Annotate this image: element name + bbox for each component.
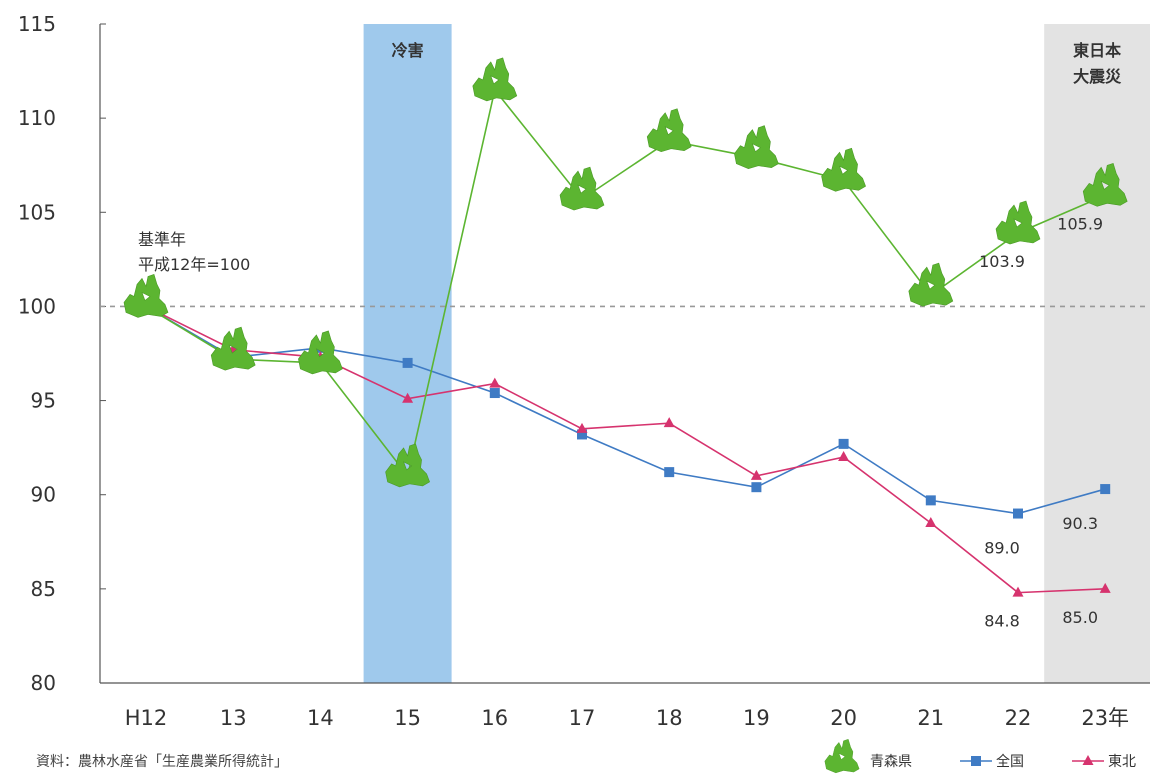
data-point-東北 bbox=[576, 422, 588, 433]
x-tick-label: 23年 bbox=[1081, 706, 1129, 730]
data-point-全国 bbox=[1100, 484, 1111, 495]
band-label-line: 東日本 bbox=[1073, 41, 1121, 60]
data-point-青森県 bbox=[995, 200, 1041, 245]
data-point-青森県 bbox=[821, 147, 866, 192]
band-label: 冷害 bbox=[392, 41, 424, 60]
y-tick-label: 80 bbox=[31, 671, 56, 695]
data-point-青森県 bbox=[734, 125, 779, 170]
y-tick-label: 115 bbox=[18, 12, 56, 36]
highlight-band-15 bbox=[363, 24, 452, 683]
data-point-青森県 bbox=[646, 108, 692, 153]
axes: 80 85 90 95 100 105 110 115 H12 13 14 15 16 17 18 19 20 2… bbox=[18, 12, 1150, 730]
x-tick-label: 22 bbox=[1005, 706, 1032, 730]
legend-marker-tohoku bbox=[1082, 755, 1094, 765]
data-label: 84.8 bbox=[984, 612, 1020, 631]
x-tick-label: 14 bbox=[307, 706, 334, 730]
data-label: 85.0 bbox=[1062, 608, 1098, 627]
data-point-青森県 bbox=[385, 443, 430, 488]
series-line-青森県 bbox=[145, 88, 1106, 478]
y-tick-label: 90 bbox=[31, 483, 56, 507]
data-label: 90.3 bbox=[1062, 514, 1098, 533]
data-point-東北 bbox=[925, 516, 937, 527]
data-point-全国 bbox=[577, 429, 587, 440]
legend-label: 全国 bbox=[996, 753, 1024, 770]
data-point-東北 bbox=[1012, 586, 1024, 597]
y-tick-label: 95 bbox=[31, 389, 56, 413]
legend-label: 青森県 bbox=[870, 754, 912, 770]
series-lines bbox=[145, 88, 1106, 594]
series-markers bbox=[123, 57, 1128, 597]
y-tick-label: 105 bbox=[18, 200, 56, 224]
x-tick-label: 16 bbox=[481, 706, 508, 730]
y-tick-label: 110 bbox=[18, 106, 56, 130]
data-point-青森県 bbox=[298, 330, 343, 375]
x-tick-label: 21 bbox=[917, 706, 944, 730]
data-point-東北 bbox=[663, 417, 675, 428]
data-point-青森県 bbox=[908, 262, 954, 307]
y-tick-label: 85 bbox=[31, 577, 56, 601]
legend-marker-zenkoku bbox=[971, 756, 981, 766]
data-point-青森県 bbox=[210, 326, 256, 371]
data-point-青森県 bbox=[1082, 162, 1128, 207]
series-line-全国 bbox=[145, 305, 1106, 515]
data-label: 103.9 bbox=[979, 252, 1025, 271]
data-point-青森県 bbox=[472, 57, 518, 102]
data-point-全国 bbox=[402, 357, 413, 368]
source-note: 資料：農林水産省「生産農業所得統計」 bbox=[36, 753, 288, 770]
x-tick-label: 20 bbox=[830, 706, 857, 730]
data-point-東北 bbox=[750, 469, 762, 480]
base-year-note: 平成12年=100 bbox=[138, 255, 250, 274]
data-label: 105.9 bbox=[1057, 214, 1103, 233]
band-label-line: 大震災 bbox=[1073, 67, 1122, 86]
x-tick-label: H12 bbox=[125, 706, 168, 730]
series-line-東北 bbox=[145, 305, 1106, 594]
legend: 青森県 全国 東北 bbox=[824, 738, 1136, 774]
data-point-東北 bbox=[838, 451, 850, 462]
data-label: 89.0 bbox=[984, 539, 1020, 558]
legend-icon-aomori bbox=[824, 738, 860, 774]
data-point-東北 bbox=[402, 392, 414, 403]
data-point-全国 bbox=[664, 467, 675, 478]
y-tick-label: 100 bbox=[18, 294, 56, 318]
x-tick-label: 15 bbox=[394, 706, 421, 730]
legend-label: 東北 bbox=[1108, 754, 1136, 770]
data-point-全国 bbox=[489, 388, 500, 399]
x-tick-label: 17 bbox=[569, 706, 596, 730]
data-point-東北 bbox=[489, 377, 501, 388]
base-year-note: 基準年 bbox=[138, 230, 186, 249]
data-point-青森県 bbox=[123, 274, 169, 318]
data-point-全国 bbox=[925, 495, 936, 506]
data-point-全国 bbox=[1013, 508, 1023, 519]
data-point-全国 bbox=[838, 438, 849, 449]
highlight-band-23年 bbox=[1044, 24, 1150, 683]
x-tick-label: 19 bbox=[743, 706, 770, 730]
x-tick-label: 13 bbox=[220, 706, 247, 730]
data-point-東北 bbox=[1099, 582, 1111, 593]
data-point-青森県 bbox=[559, 166, 605, 211]
data-point-全国 bbox=[751, 482, 762, 493]
x-tick-label: 18 bbox=[656, 706, 683, 730]
